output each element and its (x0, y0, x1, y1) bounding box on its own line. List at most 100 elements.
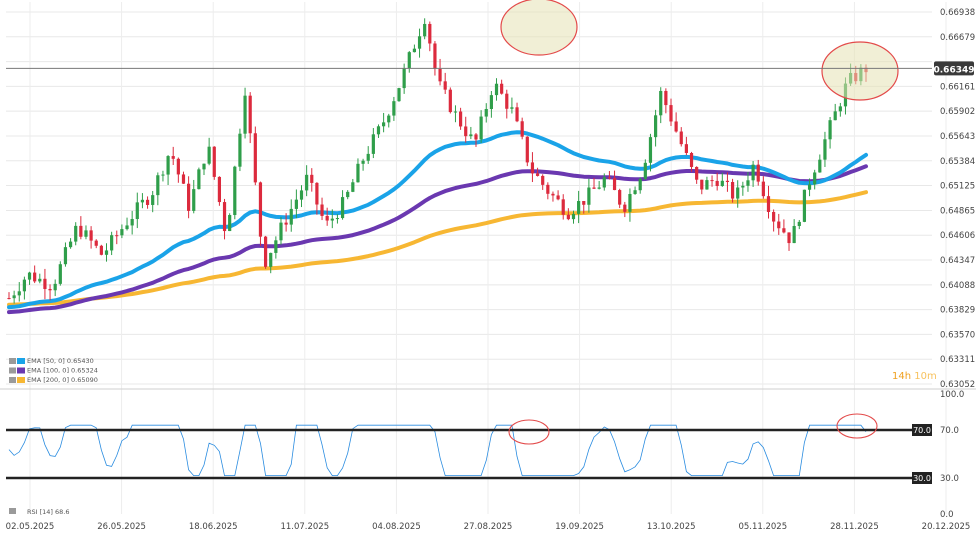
candle-body (248, 95, 252, 134)
legend: EMA [50, 0] 0.65430 EMA [100, 0] 0.65324E… (9, 357, 98, 384)
axes: 0.66349 0.66938 0.66679 0.66161 0.65902 0.656… (6, 8, 975, 532)
candle-body (530, 162, 535, 174)
date-tick-label: 13.10.2025 (647, 522, 696, 532)
candle-body (212, 146, 216, 177)
candle-body (325, 215, 329, 221)
candle-body (458, 111, 463, 127)
candle-body (207, 146, 211, 164)
ema-100-line (7, 164, 868, 315)
candle-body (68, 241, 73, 248)
candle-body (74, 225, 78, 242)
candle-body (366, 153, 370, 161)
candle-body (612, 178, 617, 191)
price-tick-label: 0.63311 (940, 355, 975, 365)
candle-body (746, 180, 750, 186)
ema-200-line (7, 190, 868, 307)
candle-body (310, 174, 314, 183)
candle-body (84, 230, 88, 237)
candle-body (582, 201, 586, 205)
candle-body (151, 195, 155, 205)
price-tick-label: 0.66161 (940, 82, 975, 92)
candle-body (797, 221, 801, 227)
candle-body (428, 23, 432, 44)
date-tick-label: 02.05.2025 (6, 522, 55, 532)
candle-body (135, 202, 139, 219)
candle-body (602, 177, 606, 188)
candle-body (376, 126, 381, 135)
candle-body (48, 288, 52, 291)
candle-body (705, 180, 709, 190)
candle-body (115, 235, 119, 237)
candle-body (474, 134, 478, 140)
candle-body (782, 228, 786, 233)
candle-body (58, 264, 62, 284)
candle-body (633, 190, 637, 194)
candle-body (623, 204, 627, 212)
candle-body (448, 89, 452, 113)
candle-body (710, 180, 714, 182)
candle-body (258, 182, 263, 237)
candle-body (392, 101, 396, 116)
candle-body (464, 126, 468, 137)
price-tick-label: 0.64347 (940, 256, 975, 266)
date-tick-label: 18.06.2025 (189, 522, 238, 532)
candle-body (387, 115, 391, 123)
candle-body (99, 245, 103, 255)
grid (0, 2, 976, 514)
candle-body (443, 81, 447, 90)
candle-body (484, 109, 488, 117)
candle-body (695, 166, 699, 180)
candle-body (638, 178, 642, 191)
candle-body (648, 137, 653, 163)
candle-body (181, 174, 186, 184)
candle-body (653, 115, 658, 138)
candle-body (356, 163, 360, 183)
rsi-scale-top: 100.0 (940, 390, 964, 400)
legend-icon (9, 377, 16, 383)
candle-body (689, 152, 694, 167)
candle-countdown: 14h 10m (892, 371, 937, 382)
candle-body (397, 88, 401, 102)
candle-body (577, 201, 581, 214)
price-tick-label: 0.65125 (940, 182, 975, 192)
candle-body (679, 131, 683, 145)
candle-body (571, 213, 576, 220)
date-tick-label: 27.08.2025 (464, 522, 513, 532)
rsi-lower-level-badge-text: 30.0 (913, 474, 931, 483)
candle-body (828, 120, 832, 140)
candle-body (330, 218, 334, 221)
candle-body (38, 278, 42, 282)
candle-body (269, 252, 273, 267)
candle-body (346, 191, 350, 198)
candle-body (520, 121, 524, 137)
candle-body (664, 90, 668, 106)
legend-swatch (17, 377, 25, 383)
candle-body (53, 283, 57, 291)
legend-icon (9, 358, 16, 364)
date-tick-label: 05.11.2025 (738, 522, 787, 532)
rsi-panel: 70.0 70.0 30.0 30.0 100.0 0.0 RSI [14] 68.6 (6, 390, 964, 520)
candle-body (494, 83, 499, 96)
candle-body (125, 225, 129, 230)
candle-body (838, 106, 842, 112)
candle-body (607, 177, 612, 179)
candle-body (417, 36, 422, 49)
candle-body (561, 199, 565, 215)
candle-body (120, 229, 124, 236)
candle-body (43, 278, 47, 289)
candle-body (63, 247, 68, 265)
candle-body (89, 230, 93, 241)
candle-body (222, 202, 227, 232)
candle-body (777, 221, 781, 229)
legend-icon (9, 367, 16, 374)
candle-body (556, 195, 560, 200)
candle-body (17, 291, 21, 296)
legend-entry: EMA [100, 0] 0.65324 (27, 367, 98, 375)
candle-body (818, 159, 822, 173)
candle-body (438, 68, 442, 82)
date-tick-label: 19.09.2025 (555, 522, 604, 532)
candle-body (541, 175, 545, 185)
ema-lines (7, 130, 868, 315)
price-tick-label: 0.64606 (940, 231, 975, 241)
price-tick-label: 0.66938 (940, 8, 975, 18)
